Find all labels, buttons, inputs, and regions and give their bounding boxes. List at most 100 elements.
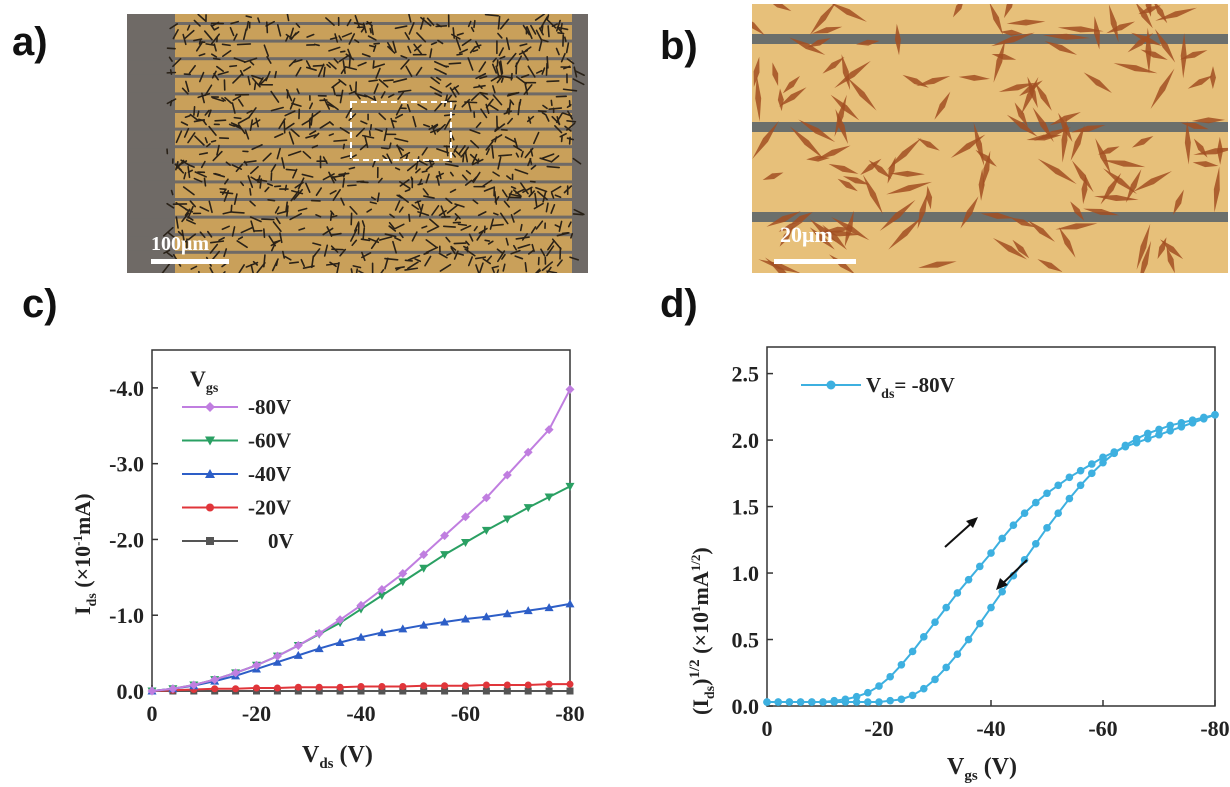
crystal <box>535 186 548 193</box>
crystal <box>465 240 470 246</box>
crystal <box>879 199 916 232</box>
crystal <box>231 226 236 237</box>
crystal <box>285 35 289 42</box>
crystal <box>449 188 457 193</box>
data-point <box>1099 458 1107 467</box>
crystal <box>1209 66 1216 89</box>
crystal <box>312 242 322 246</box>
crystal <box>467 256 473 267</box>
crystal <box>166 251 174 258</box>
crystal <box>461 174 468 181</box>
crystal <box>189 200 197 208</box>
crystal <box>789 212 813 226</box>
crystal <box>309 130 317 135</box>
crystal <box>211 21 220 27</box>
data-point <box>864 698 872 706</box>
crystal <box>350 228 358 242</box>
crystal <box>526 115 535 123</box>
crystal <box>322 227 334 236</box>
electrode-finger <box>752 122 1228 132</box>
data-point <box>1188 416 1197 424</box>
crystal <box>778 221 804 232</box>
crystal <box>332 188 341 202</box>
crystal <box>435 76 442 81</box>
crystal <box>399 179 410 187</box>
crystal <box>326 63 331 69</box>
crystal <box>519 43 528 47</box>
crystal <box>290 128 300 138</box>
crystal <box>841 54 851 91</box>
crystal <box>554 224 561 228</box>
crystal <box>233 116 242 120</box>
crystal <box>240 181 245 187</box>
crystal <box>470 26 475 33</box>
crystal <box>572 78 585 86</box>
crystal <box>266 56 272 64</box>
crystal <box>223 190 230 202</box>
data-point <box>1155 425 1163 434</box>
electrode-finger <box>127 57 588 61</box>
crystal <box>373 42 380 45</box>
scale-bar <box>774 259 856 264</box>
crystal <box>201 92 205 104</box>
crystal <box>345 107 353 119</box>
crystal <box>456 53 463 56</box>
crystal <box>491 223 504 227</box>
crystal <box>425 246 439 254</box>
crystal <box>434 100 444 112</box>
crystal <box>204 109 210 116</box>
data-point <box>1032 498 1040 507</box>
crystal <box>1187 75 1214 89</box>
crystal <box>288 131 295 145</box>
crystal <box>566 104 572 109</box>
crystal <box>368 130 371 137</box>
data-point <box>357 682 365 690</box>
crystal <box>453 104 457 111</box>
crystal <box>469 153 478 162</box>
crystal <box>357 61 367 67</box>
crystal <box>341 32 353 38</box>
electrode-finger <box>127 127 588 131</box>
crystal <box>282 250 286 259</box>
crystal <box>309 110 321 120</box>
data-point <box>864 688 872 697</box>
crystal <box>361 251 366 262</box>
crystal <box>315 214 322 218</box>
data-point <box>462 682 469 690</box>
crystal <box>175 201 188 211</box>
crystal <box>916 75 951 87</box>
crystal <box>538 38 543 52</box>
crystal <box>187 169 193 174</box>
crystal <box>358 270 365 273</box>
crystal <box>446 252 452 256</box>
plot-frame <box>766 346 1216 707</box>
crystal <box>183 127 190 138</box>
crystal <box>312 248 321 258</box>
crystal <box>492 57 497 63</box>
crystal <box>198 53 206 57</box>
crystal <box>233 33 238 41</box>
crystal <box>439 263 452 272</box>
data-point <box>544 493 554 502</box>
crystal <box>286 14 290 22</box>
crystal <box>394 223 405 230</box>
crystal <box>295 66 302 77</box>
crystal <box>189 113 199 122</box>
crystal <box>404 267 419 271</box>
crystal <box>305 60 311 69</box>
crystal <box>394 236 402 242</box>
crystal <box>415 156 420 170</box>
crystal <box>223 248 228 258</box>
crystal <box>347 48 352 58</box>
crystal <box>328 171 335 184</box>
crystal <box>519 223 523 232</box>
crystal <box>550 185 562 193</box>
crystal <box>835 109 849 144</box>
crystal <box>822 224 847 250</box>
crystal <box>989 4 1003 35</box>
crystal <box>456 252 464 256</box>
crystal <box>1132 170 1173 192</box>
crystal <box>438 252 448 259</box>
data-point <box>481 612 491 621</box>
micrograph-b: 20μm <box>752 4 1228 273</box>
